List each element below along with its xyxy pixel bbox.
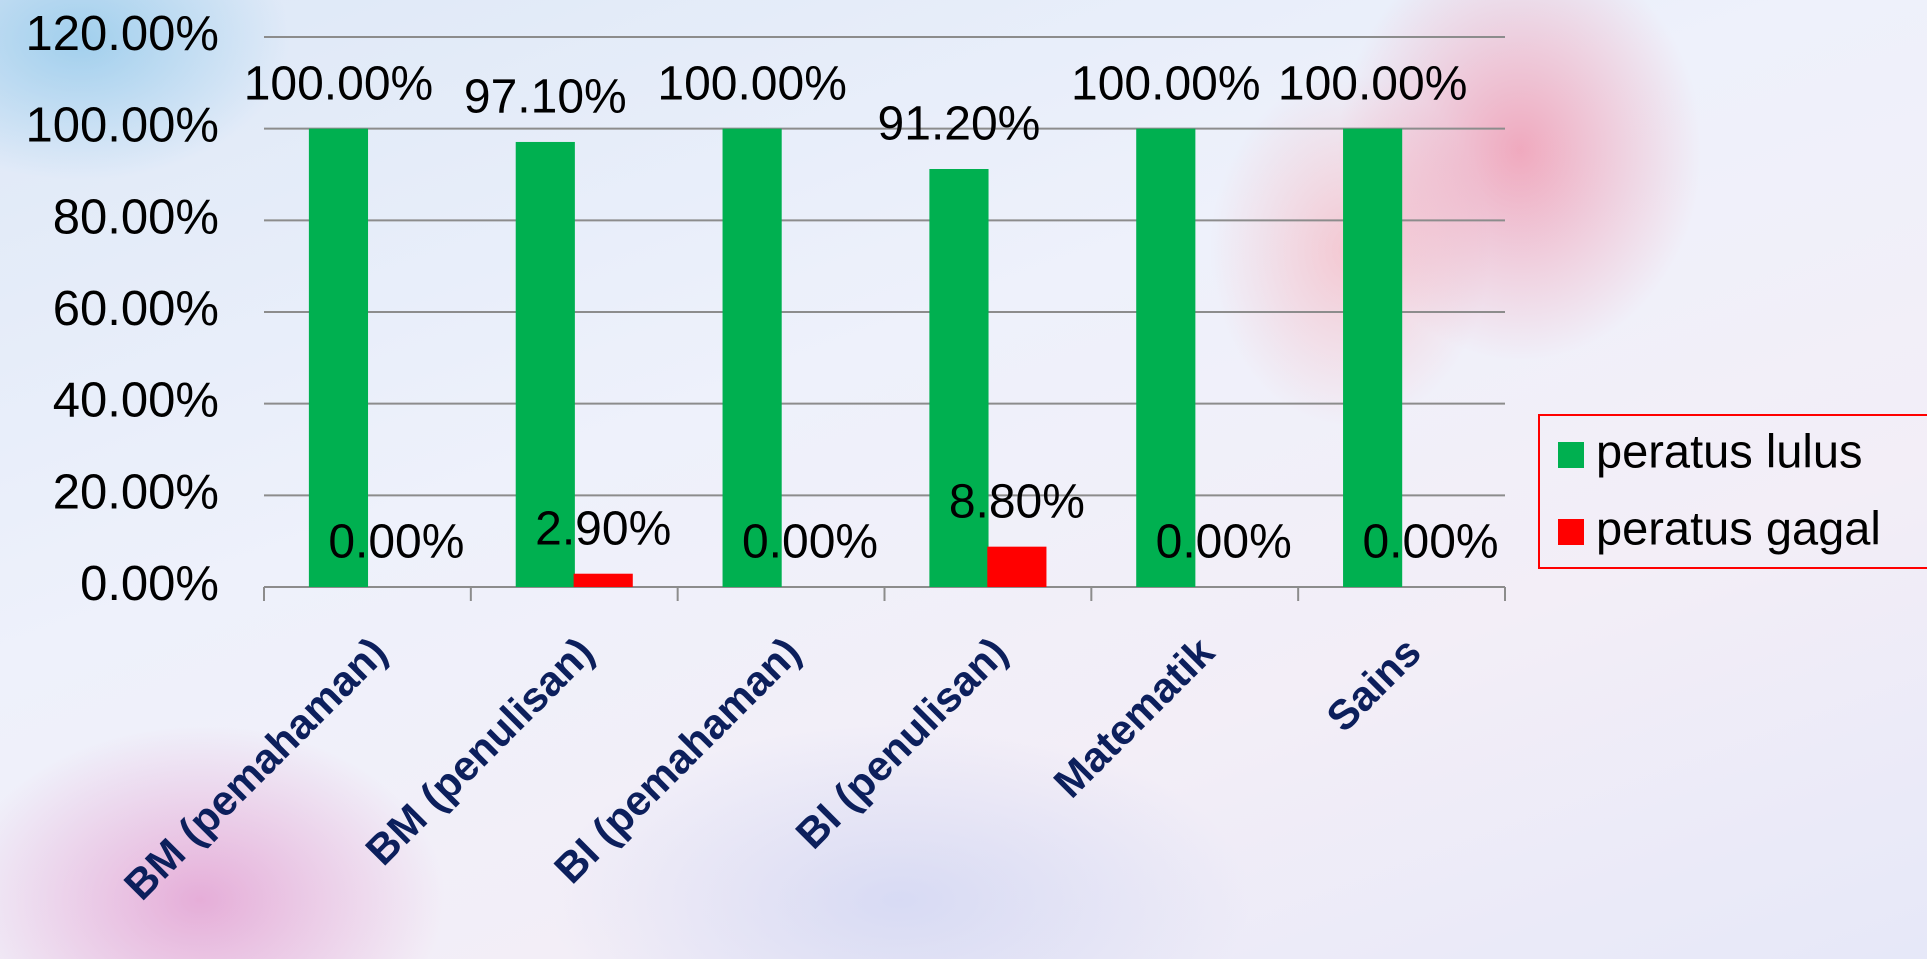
legend-swatch — [1558, 519, 1584, 545]
x-tick-label: Sains — [1317, 628, 1429, 740]
y-tick-label: 0.00% — [80, 557, 219, 611]
bar — [1136, 128, 1196, 587]
bar — [1343, 128, 1403, 587]
value-label: 97.10% — [464, 71, 627, 124]
legend-box — [1538, 414, 1927, 569]
bar — [515, 141, 575, 588]
bar — [929, 169, 989, 587]
x-tick-label: BM (pemahaman) — [115, 628, 396, 909]
value-label: 0.00% — [1362, 516, 1498, 569]
legend-swatch — [1558, 442, 1584, 468]
y-tick-label: 20.00% — [53, 465, 219, 519]
y-tick-label: 120.00% — [26, 7, 219, 61]
bar — [987, 546, 1047, 587]
y-tick-label: 100.00% — [26, 99, 219, 153]
value-label: 100.00% — [1071, 57, 1261, 110]
value-label: 100.00% — [244, 57, 434, 110]
legend-label: peratus lulus — [1596, 424, 1863, 477]
value-label: 91.20% — [878, 98, 1041, 151]
y-tick-label: 80.00% — [53, 190, 219, 244]
bar — [308, 128, 369, 587]
bar — [573, 573, 633, 587]
y-tick-label: 40.00% — [53, 374, 219, 428]
bar — [722, 128, 782, 587]
value-label: 0.00% — [328, 516, 464, 569]
x-tick-label: Matematik — [1044, 628, 1223, 807]
legend-label: peratus gagal — [1596, 501, 1881, 554]
value-label: 0.00% — [1156, 516, 1292, 569]
value-label: 8.80% — [949, 475, 1085, 528]
value-label: 100.00% — [1278, 57, 1468, 110]
value-label: 100.00% — [657, 57, 847, 110]
x-tick-label: BI (penulisan) — [787, 628, 1017, 858]
value-label: 2.90% — [535, 502, 671, 555]
value-label: 0.00% — [742, 516, 878, 569]
y-tick-label: 60.00% — [53, 282, 219, 336]
